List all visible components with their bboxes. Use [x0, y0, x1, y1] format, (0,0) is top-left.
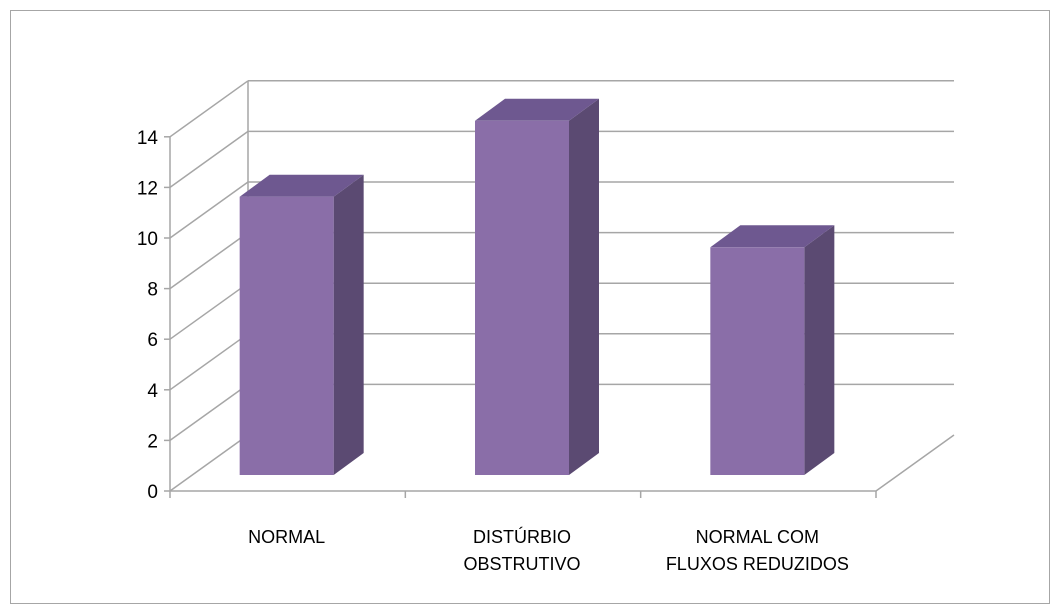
- y-tick-label: 0: [147, 482, 158, 503]
- bar-top: [475, 98, 599, 121]
- bar-front: [710, 247, 805, 475]
- side-gridline: [169, 130, 249, 189]
- x-category-label-line: NORMAL COM: [696, 527, 819, 547]
- x-category-label: NORMAL COM FLUXOS REDUZIDOS: [666, 527, 849, 574]
- bar: [239, 174, 364, 475]
- bar-side: [804, 225, 835, 475]
- bar-side: [569, 98, 599, 476]
- gridlines: [169, 80, 954, 492]
- side-gridline: [169, 434, 249, 492]
- bar-top: [710, 225, 835, 248]
- side-gridline: [169, 383, 249, 442]
- y-tick-label: 8: [147, 280, 158, 301]
- bar-top: [239, 174, 364, 197]
- x-category-label-line: OBSTRUTIVO: [463, 554, 580, 574]
- bars: [239, 98, 835, 476]
- x-category-label-line: FLUXOS REDUZIDOS: [666, 554, 849, 574]
- bar-front: [239, 196, 334, 475]
- y-tick-label: 14: [137, 128, 159, 149]
- x-category-label: DISTÚRBIO OBSTRUTIVO: [463, 526, 580, 574]
- bar-front: [475, 120, 569, 476]
- x-category-label: NORMAL: [248, 527, 325, 547]
- y-tick-label: 10: [137, 229, 158, 250]
- x-category-label-line: NORMAL: [248, 527, 325, 547]
- side-gridline: [169, 231, 249, 290]
- y-tick-label: 2: [147, 431, 158, 452]
- side-gridline: [169, 80, 249, 138]
- x-category-label-line: DISTÚRBIO: [473, 526, 571, 547]
- side-gridline: [169, 282, 249, 340]
- side-gridline: [169, 333, 249, 391]
- bar: [475, 98, 599, 476]
- y-tick-label: 4: [147, 381, 158, 402]
- bar-side: [333, 174, 364, 475]
- y-tick-label: 12: [137, 178, 158, 199]
- bar: [710, 225, 835, 475]
- y-tick-label: 6: [147, 330, 158, 351]
- side-gridline: [169, 181, 249, 239]
- labels: 0 2 4 6 8 10 12 14 NORMAL DISTÚRBIO OBSTRUTIVO NORM…: [137, 128, 849, 574]
